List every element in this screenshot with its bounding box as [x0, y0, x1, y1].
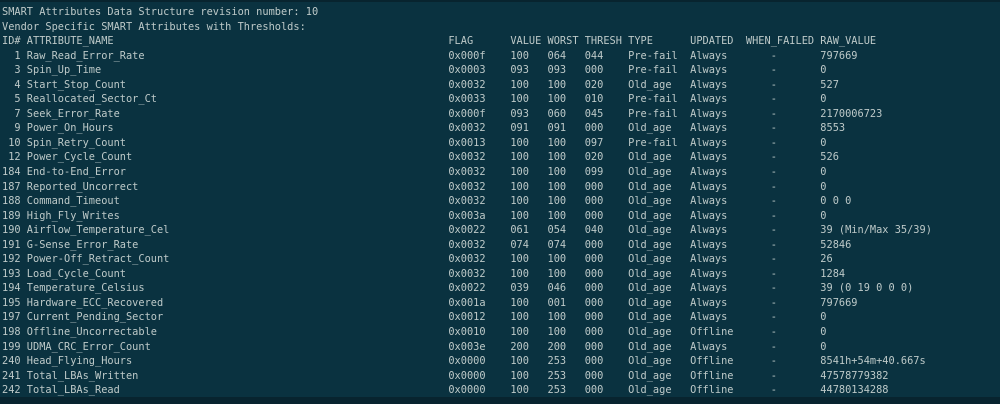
- table-row: 184 End-to-End_Error 0x0032 100 100 099 …: [2, 166, 827, 179]
- table-row: 12 Power_Cycle_Count 0x0032 100 100 020 …: [2, 151, 839, 164]
- table-row: 197 Current_Pending_Sector 0x0012 100 10…: [2, 311, 827, 324]
- table-row: 5 Reallocated_Sector_Ct 0x0033 100 100 0…: [2, 93, 827, 106]
- table-header-row: ID# ATTRIBUTE_NAME FLAG VALUE WORST THRE…: [2, 35, 877, 48]
- terminal-top-edge: [0, 0, 1000, 2]
- table-body: 1 Raw_Read_Error_Rate 0x000f 100 064 044…: [2, 49, 1000, 397]
- table-row: 10 Spin_Retry_Count 0x0013 100 100 097 P…: [2, 136, 827, 149]
- table-row: 190 Airflow_Temperature_Cel 0x0022 061 0…: [2, 224, 932, 237]
- table-row: 189 High_Fly_Writes 0x003a 100 100 000 O…: [2, 209, 827, 222]
- table-row: 7 Seek_Error_Rate 0x000f 093 060 045 Pre…: [2, 107, 883, 120]
- vendor-attributes-line: Vendor Specific SMART Attributes with Th…: [2, 20, 306, 33]
- table-row: 195 Hardware_ECC_Recovered 0x001a 100 00…: [2, 296, 858, 309]
- terminal-bottom-edge: [0, 397, 1000, 404]
- table-row: 191 G-Sense_Error_Rate 0x0032 074 074 00…: [2, 238, 852, 251]
- table-row: 1 Raw_Read_Error_Rate 0x000f 100 064 044…: [2, 49, 858, 62]
- table-row: 187 Reported_Uncorrect 0x0032 100 100 00…: [2, 180, 827, 193]
- table-row: 9 Power_On_Hours 0x0032 091 091 000 Old_…: [2, 122, 846, 135]
- table-row: 241 Total_LBAs_Written 0x0000 100 253 00…: [2, 369, 889, 382]
- smartctl-output-screen: SMART Attributes Data Structure revision…: [0, 2, 1000, 397]
- table-row: 193 Load_Cycle_Count 0x0032 100 100 000 …: [2, 267, 846, 280]
- table-row: 194 Temperature_Celsius 0x0022 039 046 0…: [2, 282, 914, 295]
- smart-revision-line: SMART Attributes Data Structure revision…: [2, 6, 319, 18]
- table-row: 242 Total_LBAs_Read 0x0000 100 253 000 O…: [2, 384, 889, 397]
- table-row: 4 Start_Stop_Count 0x0032 100 100 020 Ol…: [2, 78, 839, 91]
- table-row: 198 Offline_Uncorrectable 0x0010 100 100…: [2, 326, 827, 339]
- table-row: 188 Command_Timeout 0x0032 100 100 000 O…: [2, 195, 852, 208]
- table-row: 199 UDMA_CRC_Error_Count 0x003e 200 200 …: [2, 340, 827, 353]
- table-row: 192 Power-Off_Retract_Count 0x0032 100 1…: [2, 253, 833, 266]
- table-row: 3 Spin_Up_Time 0x0003 093 093 000 Pre-fa…: [2, 64, 827, 77]
- table-row: 240 Head_Flying_Hours 0x0000 100 253 000…: [2, 355, 926, 368]
